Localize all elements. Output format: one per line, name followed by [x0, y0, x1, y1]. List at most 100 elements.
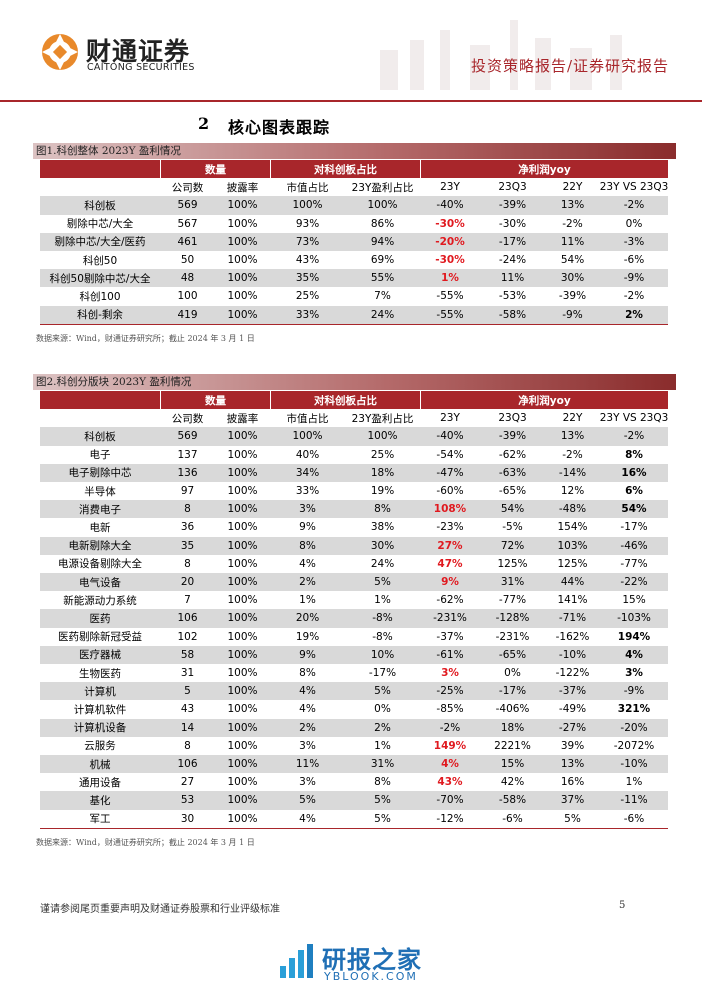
table-cell: 10% [345, 645, 420, 664]
table-cell: 4% [299, 557, 316, 570]
table-cell: 100% [215, 536, 270, 555]
table-cell: 8% [345, 500, 420, 519]
table-bottom-rule [40, 827, 668, 829]
table-cell: 2% [270, 718, 345, 737]
table-source: 数据来源：Wind，财通证券研究所；截止 2024 年 3 月 1 日 [36, 837, 255, 847]
column-header: 公司数 [171, 181, 204, 194]
row-label: 计算机设备 [40, 718, 160, 737]
table-cell: -65% [498, 485, 527, 498]
table-cell: 154% [557, 521, 588, 534]
table-cell: 54% [600, 500, 668, 519]
table-cell: 31% [480, 573, 545, 592]
table-cell: 55% [345, 269, 420, 288]
table-cell: 100% [227, 594, 258, 607]
table-cell: 18% [480, 718, 545, 737]
table-cell: -12% [436, 812, 464, 825]
table-cell: 1% [420, 269, 480, 288]
table-cell: 2221% [494, 739, 531, 752]
table-cell: 11% [545, 232, 600, 251]
group-header: 净利润yoy [420, 391, 668, 410]
table-cell: 100% [215, 500, 270, 519]
table-cell: 100% [345, 196, 420, 215]
table-cell: 50 [180, 254, 195, 267]
table-cell: -2% [420, 718, 480, 737]
table-cell: -25% [420, 682, 480, 701]
table-cell: 54% [560, 254, 585, 267]
row-label: 电气设备 [40, 573, 160, 592]
table-cell: 100% [345, 427, 420, 446]
table-cell: 5% [270, 791, 345, 810]
row-label: 剔除中芯/大全 [66, 218, 134, 231]
table-cell: 0% [374, 703, 391, 716]
column-header: 23Y [440, 412, 460, 425]
table-cell: 100% [215, 196, 270, 215]
table-cell: 9% [420, 573, 480, 592]
table-cell: 7% [374, 290, 391, 303]
table-cell: -58% [480, 791, 545, 810]
logo-cn: 财通证券 [86, 37, 191, 66]
table-cell: 100% [227, 739, 258, 752]
table-cell: 35 [160, 536, 215, 555]
table-cell: 73% [270, 232, 345, 251]
footer-disclaimer: 谨请参阅尾页重要声明及财通证券股票和行业评级标准 [40, 904, 280, 915]
table-cell: 108% [420, 500, 480, 519]
column-header: 23Y VS 23Q3 [599, 412, 669, 425]
table-cell: 33% [295, 485, 320, 498]
table-cell: -17% [368, 667, 397, 680]
row-label: 科创-剩余 [40, 305, 160, 324]
table-cell: -62% [436, 594, 464, 607]
column-header: 22Y [562, 181, 583, 194]
table-cell: 100% [215, 645, 270, 664]
table-cell: -85% [436, 703, 464, 716]
table-cell: 100% [227, 254, 258, 267]
table-cell: -53% [498, 290, 527, 303]
table-cell: 18% [345, 463, 420, 482]
table-cell: -2% [623, 290, 645, 303]
table-cell: -77% [620, 557, 648, 570]
table-cell: -77% [498, 594, 527, 607]
table-cell: 13% [545, 196, 600, 215]
table-bottom-rule [40, 323, 668, 325]
table-cell: 19% [370, 485, 395, 498]
table-cell: 3% [441, 667, 459, 680]
row-label: 电源设备剔除大全 [58, 558, 142, 571]
table-cell: 14 [160, 718, 215, 737]
table-cell: 27 [180, 776, 195, 789]
table-cell: -47% [420, 463, 480, 482]
table-cell: 100% [227, 557, 258, 570]
row-label: 半导体 [84, 485, 116, 498]
header-cell [40, 391, 160, 410]
table-caption: 图1.科创整体 2023Y 盈利情况 [33, 143, 676, 159]
table-cell: 48 [160, 269, 215, 288]
report-type: 投资策略报告/证券研究报告 [470, 57, 669, 75]
group-header: 净利润yoy [420, 160, 668, 179]
table-cell: 30% [545, 269, 600, 288]
table-cell: -122% [555, 667, 590, 680]
table-cell: 43 [180, 703, 195, 716]
table-cell: 100% [215, 682, 270, 701]
page-number: 5 [619, 900, 626, 911]
row-label: 电新剔除大全 [40, 536, 160, 555]
table-cell: 31 [180, 667, 195, 680]
table-cell: 8% [299, 667, 316, 680]
column-header: 23Y VS 23Q3 [599, 181, 669, 194]
table-cell: 149% [433, 739, 467, 752]
group-header: 数量 [160, 160, 270, 179]
table-cell: 39% [560, 739, 585, 752]
table-cell: -9% [545, 305, 600, 324]
table-cell: 54% [480, 500, 545, 519]
table-cell: -30% [498, 217, 527, 230]
row-label: 电新 [89, 521, 111, 534]
table-caption: 图2.科创分版块 2023Y 盈利情况 [33, 374, 676, 390]
table-cell: -48% [545, 500, 600, 519]
table-cell: 5% [345, 573, 420, 592]
table-cell: -65% [480, 645, 545, 664]
table-cell: 30% [345, 536, 420, 555]
column-header: 披露率 [226, 181, 259, 194]
table-cell: 24% [370, 557, 395, 570]
table-cell: 100% [227, 521, 258, 534]
table-cell: 106 [160, 609, 215, 628]
table-cell: 93% [295, 217, 320, 230]
row-label: 机械 [40, 755, 160, 774]
table-cell: 100% [270, 427, 345, 446]
